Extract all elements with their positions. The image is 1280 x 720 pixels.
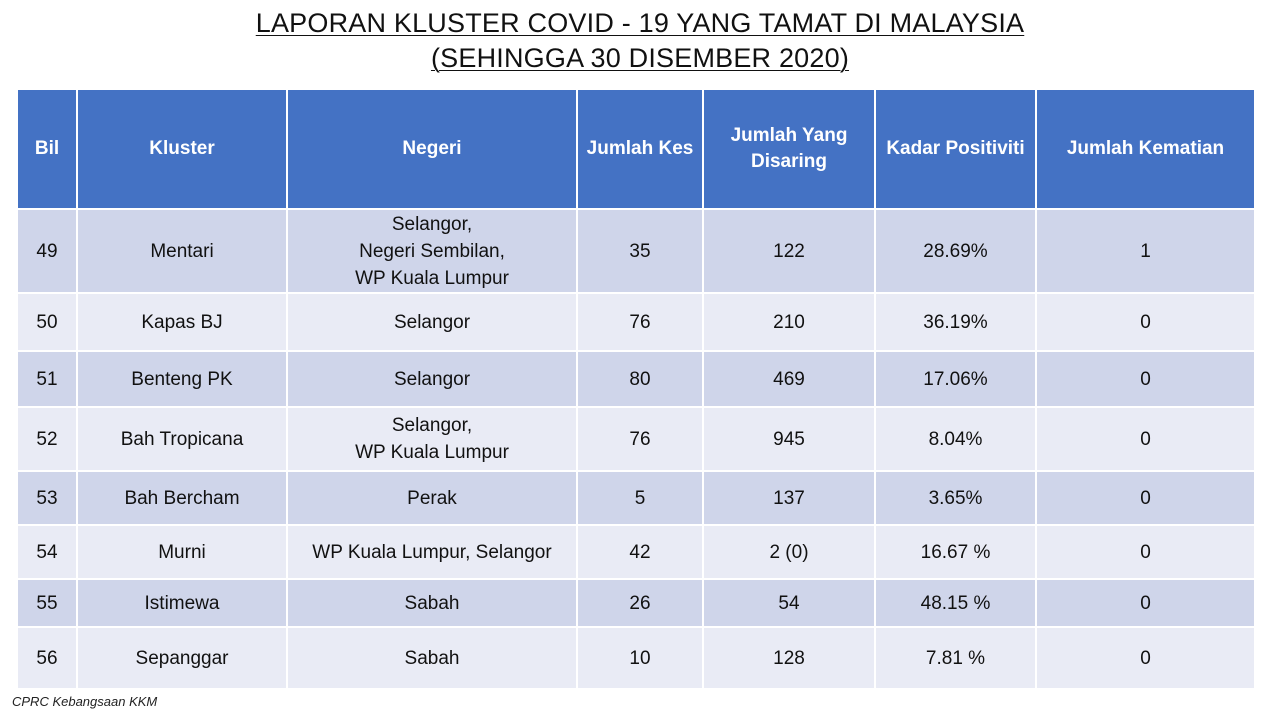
report-subtitle: (SEHINGGA 30 DISEMBER 2020) xyxy=(430,43,850,73)
cell-kluster: Istimewa xyxy=(76,578,288,628)
cluster-table: Bil Kluster Negeri Jumlah Kes Jumlah Yan… xyxy=(16,88,1256,690)
cell-kluster: Bah Tropicana xyxy=(76,406,288,472)
header-negeri: Negeri xyxy=(286,88,578,210)
cell-kluster: Bah Bercham xyxy=(76,470,288,526)
cell-jumlah-kes: 80 xyxy=(576,350,704,408)
cell-jumlah-kematian: 0 xyxy=(1035,626,1256,690)
cell-jumlah-disaring: 137 xyxy=(702,470,876,526)
header-jumlah-disaring-line1: Jumlah Yang xyxy=(730,125,848,146)
table-row: 50 Kapas BJ Selangor 76 210 36.19% 0 xyxy=(16,292,1256,352)
header-jumlah-disaring: Jumlah Yang Disaring xyxy=(702,88,876,210)
cell-jumlah-kes: 10 xyxy=(576,626,704,690)
cell-jumlah-kes: 42 xyxy=(576,524,704,580)
cell-kluster: Murni xyxy=(76,524,288,580)
cell-jumlah-kematian: 0 xyxy=(1035,292,1256,352)
header-bil: Bil xyxy=(16,88,78,210)
cell-jumlah-kes: 76 xyxy=(576,406,704,472)
cell-bil: 52 xyxy=(16,406,78,472)
cell-jumlah-kes: 5 xyxy=(576,470,704,526)
cell-bil: 56 xyxy=(16,626,78,690)
negeri-line: Negeri Sembilan, xyxy=(359,240,505,262)
header-kluster: Kluster xyxy=(76,88,288,210)
cell-negeri: Selangor, WP Kuala Lumpur xyxy=(286,406,578,472)
cell-jumlah-disaring: 945 xyxy=(702,406,876,472)
cell-negeri: Selangor, Negeri Sembilan, WP Kuala Lump… xyxy=(286,208,578,294)
negeri-line: Selangor, xyxy=(391,213,473,235)
cell-jumlah-kematian: 1 xyxy=(1035,208,1256,294)
cell-jumlah-kematian: 0 xyxy=(1035,350,1256,408)
negeri-line: WP Kuala Lumpur xyxy=(355,267,509,289)
cell-kadar-positiviti: 17.06% xyxy=(874,350,1037,408)
cell-jumlah-kes: 76 xyxy=(576,292,704,352)
cell-bil: 55 xyxy=(16,578,78,628)
cell-negeri: WP Kuala Lumpur, Selangor xyxy=(286,524,578,580)
cell-negeri: Selangor xyxy=(286,350,578,408)
cell-jumlah-kematian: 0 xyxy=(1035,406,1256,472)
table-row: 54 Murni WP Kuala Lumpur, Selangor 42 2 … xyxy=(16,524,1256,580)
cell-negeri: Selangor xyxy=(286,292,578,352)
cell-kadar-positiviti: 48.15 % xyxy=(874,578,1037,628)
table-row: 53 Bah Bercham Perak 5 137 3.65% 0 xyxy=(16,470,1256,526)
cell-kluster: Mentari xyxy=(76,208,288,294)
header-jumlah-disaring-line2: Disaring xyxy=(750,151,828,172)
cell-kluster: Sepanggar xyxy=(76,626,288,690)
cell-kadar-positiviti: 7.81 % xyxy=(874,626,1037,690)
cell-bil: 51 xyxy=(16,350,78,408)
cell-jumlah-kematian: 0 xyxy=(1035,578,1256,628)
table-row: 55 Istimewa Sabah 26 54 48.15 % 0 xyxy=(16,578,1256,628)
table-row: 49 Mentari Selangor, Negeri Sembilan, WP… xyxy=(16,208,1256,294)
cell-negeri: Sabah xyxy=(286,626,578,690)
cell-bil: 53 xyxy=(16,470,78,526)
table-row: 56 Sepanggar Sabah 10 128 7.81 % 0 xyxy=(16,626,1256,690)
negeri-line: Selangor, xyxy=(391,415,473,436)
table-row: 52 Bah Tropicana Selangor, WP Kuala Lump… xyxy=(16,406,1256,472)
table-row: 51 Benteng PK Selangor 80 469 17.06% 0 xyxy=(16,350,1256,408)
cell-kadar-positiviti: 16.67 % xyxy=(874,524,1037,580)
header-jumlah-kes: Jumlah Kes xyxy=(576,88,704,210)
cell-jumlah-disaring: 128 xyxy=(702,626,876,690)
cell-bil: 49 xyxy=(16,208,78,294)
report-title: LAPORAN KLUSTER COVID - 19 YANG TAMAT DI… xyxy=(255,8,1025,38)
cell-negeri: Perak xyxy=(286,470,578,526)
cell-jumlah-kematian: 0 xyxy=(1035,470,1256,526)
cell-kadar-positiviti: 8.04% xyxy=(874,406,1037,472)
cell-jumlah-disaring: 54 xyxy=(702,578,876,628)
cell-kluster: Kapas BJ xyxy=(76,292,288,352)
source-note: CPRC Kebangsaan KKM xyxy=(12,694,158,709)
cell-negeri: Sabah xyxy=(286,578,578,628)
negeri-line: WP Kuala Lumpur xyxy=(355,442,509,463)
cell-jumlah-kes: 35 xyxy=(576,208,704,294)
header-kadar-positiviti: Kadar Positiviti xyxy=(874,88,1037,210)
cell-jumlah-disaring: 2 (0) xyxy=(702,524,876,580)
cell-jumlah-disaring: 469 xyxy=(702,350,876,408)
cell-kadar-positiviti: 3.65% xyxy=(874,470,1037,526)
cell-kadar-positiviti: 36.19% xyxy=(874,292,1037,352)
header-jumlah-kematian: Jumlah Kematian xyxy=(1035,88,1256,210)
cell-jumlah-kematian: 0 xyxy=(1035,524,1256,580)
cell-bil: 50 xyxy=(16,292,78,352)
table-header-row: Bil Kluster Negeri Jumlah Kes Jumlah Yan… xyxy=(16,88,1256,210)
cell-kluster: Benteng PK xyxy=(76,350,288,408)
cell-jumlah-disaring: 122 xyxy=(702,208,876,294)
cell-kadar-positiviti: 28.69% xyxy=(874,208,1037,294)
cell-jumlah-disaring: 210 xyxy=(702,292,876,352)
cell-bil: 54 xyxy=(16,524,78,580)
cell-jumlah-kes: 26 xyxy=(576,578,704,628)
